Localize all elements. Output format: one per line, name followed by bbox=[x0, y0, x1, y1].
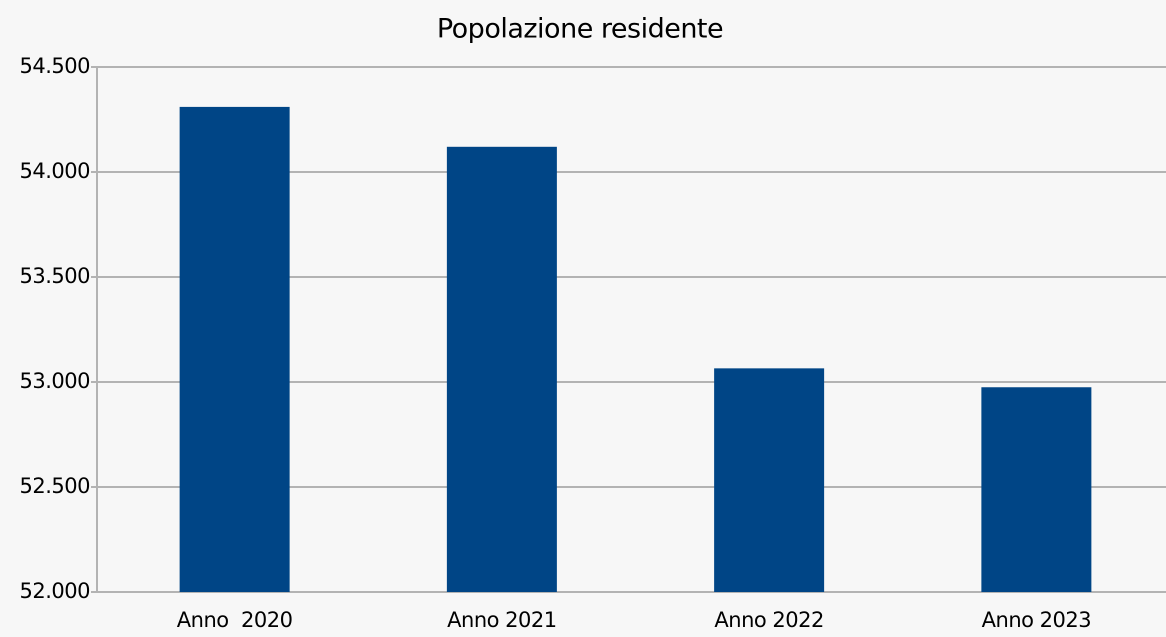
bar bbox=[714, 368, 825, 592]
x-tick-label: Anno 2021 bbox=[447, 608, 556, 632]
x-tick-label: Anno 2023 bbox=[982, 608, 1091, 632]
bar bbox=[981, 387, 1092, 592]
y-tick-label: 53.500 bbox=[20, 264, 90, 288]
x-tick-label: Anno 2022 bbox=[714, 608, 823, 632]
y-tick-label: 54.500 bbox=[20, 54, 90, 78]
x-tick-label: Anno 2020 bbox=[177, 608, 293, 632]
y-tick-label: 53.000 bbox=[20, 369, 90, 393]
chart-title: Popolazione residente bbox=[437, 14, 723, 45]
bar bbox=[446, 146, 557, 593]
y-tick-label: 54.000 bbox=[20, 159, 90, 183]
y-tick-label: 52.500 bbox=[20, 474, 90, 498]
bar bbox=[179, 106, 290, 593]
y-tick-label: 52.000 bbox=[20, 579, 90, 603]
